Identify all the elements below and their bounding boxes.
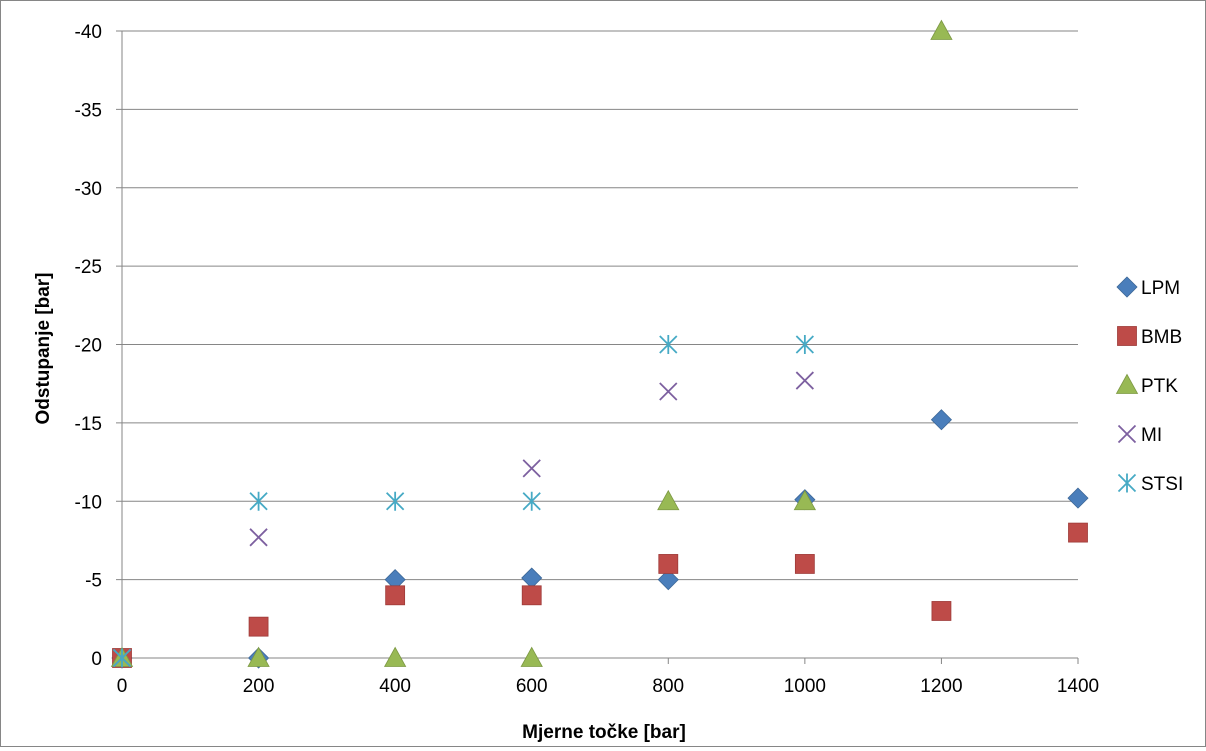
x-tick-label: 1000	[784, 676, 826, 697]
data-point-bmb	[658, 554, 679, 574]
legend-marker-ptk	[1115, 373, 1139, 394]
x-tick-label: 1400	[1057, 676, 1099, 697]
data-point-bmb	[794, 554, 815, 574]
data-point-stsi	[386, 491, 405, 511]
series-stsi	[112, 335, 814, 668]
y-tick-label: -40	[75, 22, 102, 43]
legend-item-ptk: PTK	[1115, 373, 1178, 397]
data-point-ptk	[520, 646, 543, 667]
series-bmb	[112, 522, 1088, 668]
axes	[116, 30, 1079, 664]
data-point-bmb	[521, 585, 542, 606]
data-point-bmb	[931, 601, 952, 621]
legend-item-mi: MI	[1117, 424, 1162, 446]
data-point-lpm	[657, 569, 679, 591]
x-tick-label: 0	[117, 676, 128, 697]
y-tick-label: -10	[75, 492, 102, 513]
x-axis-title: Mjerne točke [bar]	[522, 722, 686, 743]
legend-label-ptk: PTK	[1141, 376, 1178, 397]
y-tick-label: -20	[75, 336, 102, 357]
legend-label-stsi: STSI	[1141, 474, 1183, 495]
y-tick-label: -30	[75, 179, 102, 200]
x-tick-label: 200	[243, 676, 275, 697]
series-mi	[112, 371, 814, 668]
data-point-ptk	[793, 489, 817, 511]
legend-label-mi: MI	[1141, 425, 1162, 446]
data-point-ptk	[930, 19, 953, 40]
legend-item-lpm: LPM	[1116, 276, 1180, 299]
data-point-mi	[659, 382, 678, 401]
data-point-mi	[522, 459, 541, 478]
data-point-bmb	[248, 616, 269, 637]
data-point-mi	[249, 528, 268, 547]
x-tick-label: 800	[652, 676, 684, 697]
series-ptk	[110, 19, 953, 667]
data-point-ptk	[657, 489, 680, 511]
legend-marker-mi	[1117, 424, 1137, 444]
data-point-stsi	[522, 491, 541, 511]
data-point-mi	[795, 371, 814, 390]
data-point-lpm	[930, 409, 952, 431]
y-tick-label: -15	[75, 414, 102, 435]
x-tick-label: 1200	[920, 676, 962, 697]
gridlines	[122, 30, 1078, 581]
data-point-bmb	[385, 585, 406, 606]
y-tick-label: 0	[91, 649, 102, 670]
data-point-lpm	[1067, 487, 1089, 509]
data-point-stsi	[659, 335, 678, 354]
data-point-bmb	[1068, 522, 1088, 543]
legend-marker-stsi	[1117, 473, 1137, 493]
y-tick-label: -35	[75, 100, 102, 121]
legend-marker-bmb	[1117, 326, 1137, 346]
x-tick-label: 400	[379, 676, 411, 697]
legend-label-lpm: LPM	[1141, 278, 1180, 299]
data-point-stsi	[112, 648, 132, 668]
data-points	[110, 19, 1089, 669]
tick-labels: 0 -5 -10 -15 -20 -25 -30 -35 -40 0 200 400 600 800 100…	[75, 22, 1100, 697]
x-tick-label: 600	[516, 676, 548, 697]
data-point-stsi	[795, 335, 814, 354]
data-point-lpm	[521, 567, 543, 589]
y-tick-label: -5	[85, 571, 102, 592]
legend-item-stsi: STSI	[1117, 473, 1183, 495]
legend-marker-lpm	[1116, 276, 1138, 298]
data-point-ptk	[383, 646, 407, 667]
data-point-ptk	[247, 646, 270, 667]
y-tick-label: -25	[75, 257, 102, 278]
legend-item-bmb: BMB	[1117, 326, 1182, 348]
legend-label-bmb: BMB	[1141, 327, 1182, 348]
legend: LPM BMB PTK MI STSI	[1115, 276, 1183, 495]
y-axis-title: Odstupanje [bar]	[33, 272, 54, 424]
data-point-stsi	[249, 491, 268, 511]
